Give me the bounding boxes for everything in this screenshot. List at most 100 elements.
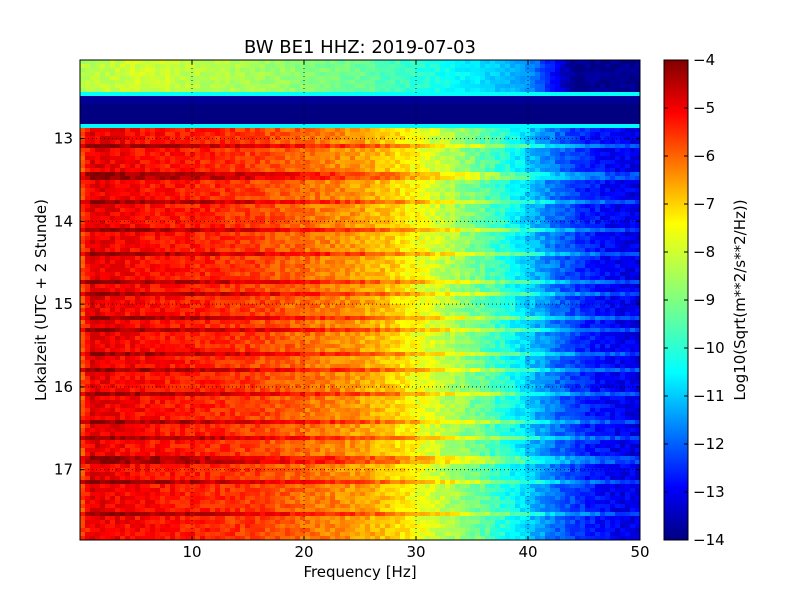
heatmap-cell bbox=[555, 188, 561, 193]
heatmap-cell bbox=[185, 200, 191, 205]
heatmap-cell bbox=[420, 216, 426, 221]
heatmap-cell bbox=[430, 92, 436, 97]
heatmap-cell bbox=[275, 68, 281, 73]
heatmap-cell bbox=[465, 228, 471, 233]
heatmap-cell bbox=[285, 136, 291, 141]
heatmap-cell bbox=[245, 216, 251, 221]
heatmap-cell bbox=[380, 136, 386, 141]
heatmap-cell bbox=[605, 132, 611, 137]
heatmap-cell bbox=[265, 96, 271, 101]
heatmap-cell bbox=[630, 196, 636, 201]
heatmap-cell bbox=[535, 140, 541, 145]
heatmap-cell bbox=[445, 156, 451, 161]
heatmap-cell bbox=[545, 76, 551, 81]
heatmap-cell bbox=[475, 68, 481, 73]
heatmap-cell bbox=[105, 184, 111, 189]
heatmap-cell bbox=[255, 116, 261, 121]
heatmap-cell bbox=[230, 212, 236, 217]
heatmap-cell bbox=[390, 188, 396, 193]
heatmap-cell bbox=[595, 116, 601, 121]
heatmap-cell bbox=[380, 128, 386, 133]
heatmap-cell bbox=[500, 168, 506, 173]
heatmap-cell bbox=[155, 176, 161, 181]
heatmap-cell bbox=[575, 172, 581, 177]
heatmap-cell bbox=[155, 128, 161, 133]
heatmap-cell bbox=[150, 212, 156, 217]
heatmap-cell bbox=[595, 196, 601, 201]
heatmap-cell bbox=[335, 188, 341, 193]
heatmap-cell bbox=[90, 176, 96, 181]
heatmap-cell bbox=[410, 172, 416, 177]
heatmap-cell bbox=[560, 108, 566, 113]
heatmap-cell bbox=[580, 220, 586, 225]
heatmap-cell bbox=[305, 208, 311, 213]
heatmap-cell bbox=[625, 228, 631, 233]
heatmap-cell bbox=[210, 60, 216, 65]
heatmap-cell bbox=[365, 180, 371, 185]
heatmap-cell bbox=[340, 112, 346, 117]
heatmap-cell bbox=[430, 76, 436, 81]
heatmap-cell bbox=[390, 104, 396, 109]
heatmap-cell bbox=[620, 80, 626, 85]
heatmap-cell bbox=[190, 204, 196, 209]
heatmap-cell bbox=[580, 156, 586, 161]
heatmap-cell bbox=[245, 128, 251, 133]
heatmap-cell bbox=[365, 88, 371, 93]
heatmap-cell bbox=[225, 228, 231, 233]
heatmap-cell bbox=[215, 228, 221, 233]
heatmap-cell bbox=[605, 64, 611, 69]
heatmap-cell bbox=[230, 76, 236, 81]
heatmap-cell bbox=[190, 72, 196, 77]
heatmap-cell bbox=[410, 208, 416, 213]
heatmap-cell bbox=[375, 196, 381, 201]
heatmap-cell bbox=[630, 180, 636, 185]
heatmap-cell bbox=[255, 136, 261, 141]
heatmap-cell bbox=[525, 64, 531, 69]
heatmap-cell bbox=[610, 116, 616, 121]
heatmap-cell bbox=[470, 228, 476, 233]
heatmap-cell bbox=[475, 216, 481, 221]
heatmap-cell bbox=[280, 216, 286, 221]
heatmap-cell bbox=[400, 92, 406, 97]
heatmap-cell bbox=[510, 80, 516, 85]
heatmap-cell bbox=[335, 220, 341, 225]
heatmap-cell bbox=[415, 228, 421, 233]
heatmap-cell bbox=[325, 216, 331, 221]
heatmap-cell bbox=[120, 196, 126, 201]
heatmap-cell bbox=[85, 96, 91, 101]
heatmap-cell bbox=[120, 224, 126, 229]
heatmap-cell bbox=[630, 168, 636, 173]
heatmap-cell bbox=[400, 120, 406, 125]
heatmap-cell bbox=[470, 224, 476, 229]
heatmap-cell bbox=[235, 140, 241, 145]
heatmap-cell bbox=[580, 76, 586, 81]
heatmap-cell bbox=[365, 172, 371, 177]
heatmap-cell bbox=[310, 208, 316, 213]
heatmap-cell bbox=[250, 92, 256, 97]
heatmap-cell bbox=[585, 108, 591, 113]
heatmap-cell bbox=[415, 224, 421, 229]
heatmap-cell bbox=[555, 168, 561, 173]
heatmap-cell bbox=[240, 204, 246, 209]
heatmap-cell bbox=[380, 64, 386, 69]
heatmap-cell bbox=[285, 176, 291, 181]
heatmap-cell bbox=[325, 84, 331, 89]
heatmap-cell bbox=[365, 116, 371, 121]
heatmap-cell bbox=[500, 160, 506, 165]
heatmap-cell bbox=[435, 68, 441, 73]
heatmap-cell bbox=[260, 228, 266, 233]
heatmap-cell bbox=[385, 68, 391, 73]
heatmap-cell bbox=[480, 92, 486, 97]
heatmap-cell bbox=[305, 64, 311, 69]
heatmap-cell bbox=[165, 136, 171, 141]
heatmap-cell bbox=[180, 116, 186, 121]
heatmap-cell bbox=[195, 200, 201, 205]
heatmap-cell bbox=[340, 92, 346, 97]
heatmap-cell bbox=[405, 108, 411, 113]
heatmap-cell bbox=[230, 200, 236, 205]
heatmap-cell bbox=[255, 120, 261, 125]
heatmap-cell bbox=[525, 156, 531, 161]
heatmap-cell bbox=[340, 224, 346, 229]
heatmap-cell bbox=[330, 100, 336, 105]
heatmap-cell bbox=[540, 136, 546, 141]
